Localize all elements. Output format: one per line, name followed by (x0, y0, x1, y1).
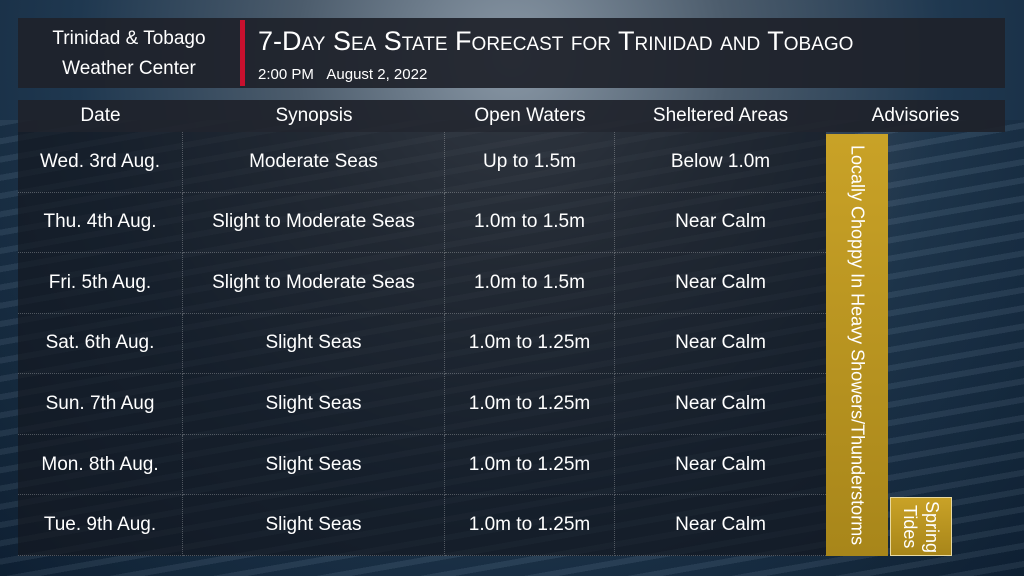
org-line: Trinidad & Tobago (52, 28, 206, 49)
table-cell: Fri. 5th Aug. (18, 253, 183, 314)
org-line: Weather Center (62, 58, 196, 79)
timestamp: 2:00 PM August 2, 2022 (258, 66, 427, 83)
table-cell: 1.0m to 1.25m (445, 313, 615, 375)
table-cell: 1.0m to 1.25m (445, 434, 615, 496)
column-header: Sheltered Areas (615, 100, 826, 132)
column-header: Synopsis (183, 100, 445, 132)
table-cell: Mon. 8th Aug. (18, 434, 183, 496)
table-cell: Below 1.0m (615, 132, 826, 193)
column-header: Open Waters (445, 100, 615, 132)
advisory: Spring Tides (890, 497, 952, 556)
title: 7-Day Sea State Forecast for Trinidad an… (258, 26, 854, 56)
table-cell: Moderate Seas (183, 132, 445, 193)
table-cell: 1.0m to 1.25m (445, 495, 615, 556)
table-cell: Up to 1.5m (445, 132, 615, 193)
column-header: Advisories (826, 100, 1005, 132)
table-cell: 1.0m to 1.5m (445, 192, 615, 254)
table-cell: Slight Seas (183, 434, 445, 496)
table-cell: Near Calm (615, 253, 826, 314)
table-cell: Near Calm (615, 313, 826, 375)
table-cell: 1.0m to 1.5m (445, 253, 615, 314)
table-cell: Sun. 7th Aug (18, 374, 183, 435)
table-cell: Slight Seas (183, 313, 445, 375)
date: August 2, 2022 (326, 66, 428, 83)
table-cell: Near Calm (615, 495, 826, 556)
table-cell: Near Calm (615, 434, 826, 496)
table-cell: Slight to Moderate Seas (183, 253, 445, 314)
table-cell: Tue. 9th Aug. (18, 495, 183, 556)
column-header: Date (18, 100, 183, 132)
org: Trinidad & Tobago Weather Center (18, 22, 240, 86)
advisory: Locally Choppy In Heavy Showers/Thunders… (826, 134, 888, 556)
table-cell: Near Calm (615, 374, 826, 435)
table-cell: Slight Seas (183, 374, 445, 435)
table-cell: Slight to Moderate Seas (183, 192, 445, 254)
table-cell: Sat. 6th Aug. (18, 313, 183, 375)
accent-bar (240, 20, 245, 86)
time: 2:00 PM (258, 66, 314, 83)
table-cell: Slight Seas (183, 495, 445, 556)
header-bar (18, 18, 1005, 88)
table-cell: Thu. 4th Aug. (18, 192, 183, 254)
table-cell: Wed. 3rd Aug. (18, 132, 183, 193)
table-cell: Near Calm (615, 192, 826, 254)
table-cell: 1.0m to 1.25m (445, 374, 615, 435)
